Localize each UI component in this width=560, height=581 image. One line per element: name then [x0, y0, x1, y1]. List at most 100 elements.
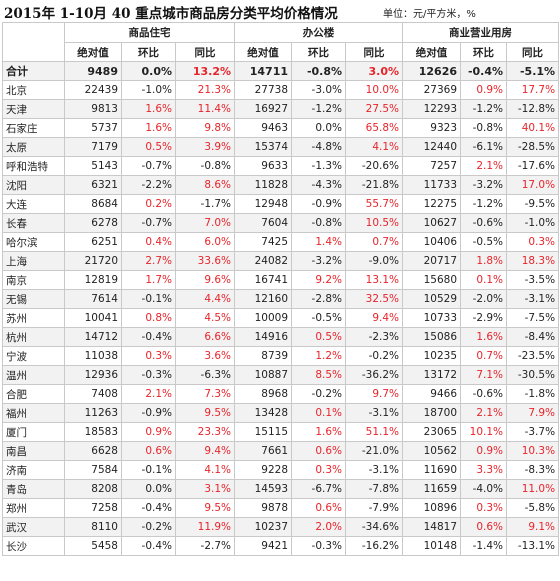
table-row: 厦门 18583 0.9% 23.3% 15115 1.6% 51.1% 23065 10.1%… [2, 422, 560, 442]
residential-yoy: 3.1% [174, 479, 236, 499]
page-title: 2015年 1-10月 40 重点城市商品房分类平均价格情况 [4, 6, 338, 22]
commercial-yoy: -8.4% [506, 327, 560, 347]
city-name: 福州 [2, 403, 65, 423]
office-absolute: 9228 [234, 460, 293, 480]
residential-yoy: 3.9% [174, 137, 236, 157]
office-mom: -6.7% [291, 479, 347, 499]
residential-mom: 0.2% [121, 194, 176, 214]
office-mom: -4.3% [291, 175, 347, 195]
table-row: 石家庄 5737 1.6% 9.8% 9463 0.0% 65.8% 9323 -0.8% 40.… [2, 118, 560, 138]
city-name: 南京 [2, 270, 65, 290]
residential-mom: 0.5% [121, 137, 176, 157]
residential-absolute: 8110 [64, 517, 122, 537]
table-row: 杭州 14712 -0.4% 6.6% 14916 0.5% -2.3% 15086 1.6% -… [2, 327, 560, 347]
office-mom: 1.6% [291, 422, 347, 442]
commercial-absolute: 9323 [402, 118, 462, 138]
office-absolute: 11828 [234, 175, 293, 195]
residential-yoy: -0.8% [174, 156, 236, 176]
unit-note: 单位：元/平方米，% [383, 9, 476, 20]
office-mom: 0.3% [291, 460, 347, 480]
residential-yoy: 9.8% [174, 118, 236, 138]
residential-absolute: 18583 [64, 422, 122, 442]
commercial-yoy: -5.1% [506, 61, 560, 81]
commercial-yoy: -3.7% [506, 422, 560, 442]
office-absolute: 10237 [234, 517, 293, 537]
office-absolute: 9878 [234, 498, 293, 518]
table-row: 郑州 7258 -0.4% 9.5% 9878 0.6% -7.9% 10896 0.3% -5.… [2, 498, 560, 518]
city-name: 上海 [2, 251, 65, 271]
table-row: 上海 21720 2.7% 33.6% 24082 -3.2% -9.0% 20717 1.8%… [2, 251, 560, 271]
office-yoy: 0.7% [345, 232, 404, 252]
table-row: 天津 9813 1.6% 11.4% 16927 -1.2% 27.5% 12293 -1.2%… [2, 99, 560, 119]
commercial-yoy: 40.1% [506, 118, 560, 138]
group-header-row: 商品住宅 办公楼 商业营业用房 [2, 22, 560, 62]
commercial-yoy: 18.3% [506, 251, 560, 271]
commercial-mom: 0.9% [460, 441, 508, 461]
office-yoy: -36.2% [345, 365, 404, 385]
office-absolute: 16741 [234, 270, 293, 290]
office-yoy: 3.0% [345, 61, 404, 81]
city-name: 厦门 [2, 422, 65, 442]
residential-yoy: 9.5% [174, 403, 236, 423]
table-row: 呼和浩特 5143 -0.7% -0.8% 9633 -1.3% -20.6% 7257 2.1… [2, 156, 560, 176]
office-absolute: 10009 [234, 308, 293, 328]
residential-mom: 0.9% [121, 422, 176, 442]
residential-absolute: 5737 [64, 118, 122, 138]
commercial-mom: -0.4% [460, 61, 508, 81]
commercial-absolute: 14817 [402, 517, 462, 537]
office-mom: -1.2% [291, 99, 347, 119]
commercial-mom: -1.2% [460, 194, 508, 214]
office-mom: 0.6% [291, 441, 347, 461]
residential-absolute: 6251 [64, 232, 122, 252]
residential-absolute: 6628 [64, 441, 122, 461]
residential-yoy: 9.6% [174, 270, 236, 290]
commercial-mom: 0.3% [460, 498, 508, 518]
commercial-yoy: -1.8% [506, 384, 560, 404]
group-header-residential: 商品住宅 [63, 22, 236, 43]
residential-yoy: 23.3% [174, 422, 236, 442]
office-mom: -0.5% [291, 308, 347, 328]
sub-header-row: 绝对值 环比 同比 绝对值 环比 同比 绝对值 环比 同比 [3, 42, 560, 62]
residential-yoy: -6.3% [174, 365, 236, 385]
table-row: 哈尔滨 6251 0.4% 6.0% 7425 1.4% 0.7% 10406 -0.5% 0.3… [2, 232, 560, 252]
office-yoy: -3.1% [345, 403, 404, 423]
office-yoy: 51.1% [345, 422, 404, 442]
subhead-absolute: 绝对值 [402, 42, 462, 62]
commercial-mom: 1.8% [460, 251, 508, 271]
commercial-yoy: -23.5% [506, 346, 560, 366]
table-row: 苏州 10041 0.8% 4.5% 10009 -0.5% 9.4% 10733 -2.9% -… [2, 308, 560, 328]
table-row: 南京 12819 1.7% 9.6% 16741 9.2% 13.1% 15680 0.1% -3… [2, 270, 560, 290]
commercial-mom: -6.1% [460, 137, 508, 157]
residential-yoy: 4.5% [174, 308, 236, 328]
office-mom: 1.2% [291, 346, 347, 366]
residential-yoy: 33.6% [174, 251, 236, 271]
office-yoy: 10.5% [345, 213, 404, 233]
title-bar: 2015年 1-10月 40 重点城市商品房分类平均价格情况 单位：元/平方米，… [0, 0, 560, 22]
residential-yoy: 9.5% [174, 498, 236, 518]
residential-mom: 0.8% [121, 308, 176, 328]
commercial-absolute: 10562 [402, 441, 462, 461]
residential-mom: 2.7% [121, 251, 176, 271]
residential-yoy: 9.4% [174, 441, 236, 461]
residential-absolute: 5143 [64, 156, 122, 176]
commercial-yoy: -30.5% [506, 365, 560, 385]
commercial-absolute: 10627 [402, 213, 462, 233]
office-yoy: 10.0% [345, 80, 404, 100]
commercial-yoy: 0.3% [506, 232, 560, 252]
commercial-mom: -2.0% [460, 289, 508, 309]
commercial-absolute: 13172 [402, 365, 462, 385]
commercial-mom: -1.4% [460, 536, 508, 556]
commercial-absolute: 12293 [402, 99, 462, 119]
office-mom: -3.0% [291, 80, 347, 100]
commercial-absolute: 20717 [402, 251, 462, 271]
office-absolute: 7604 [234, 213, 293, 233]
commercial-absolute: 12440 [402, 137, 462, 157]
office-mom: -0.2% [291, 384, 347, 404]
residential-yoy: 6.6% [174, 327, 236, 347]
residential-mom: 2.1% [121, 384, 176, 404]
commercial-absolute: 18700 [402, 403, 462, 423]
table-row: 南昌 6628 0.6% 9.4% 7661 0.6% -21.0% 10562 0.9% 10.… [2, 441, 560, 461]
city-name: 呼和浩特 [2, 156, 65, 176]
table-row: 北京 22439 -1.0% 21.3% 27738 -3.0% 10.0% 27369 0.9… [2, 80, 560, 100]
table-row: 长春 6278 -0.7% 7.0% 7604 -0.8% 10.5% 10627 -0.6% -… [2, 213, 560, 233]
